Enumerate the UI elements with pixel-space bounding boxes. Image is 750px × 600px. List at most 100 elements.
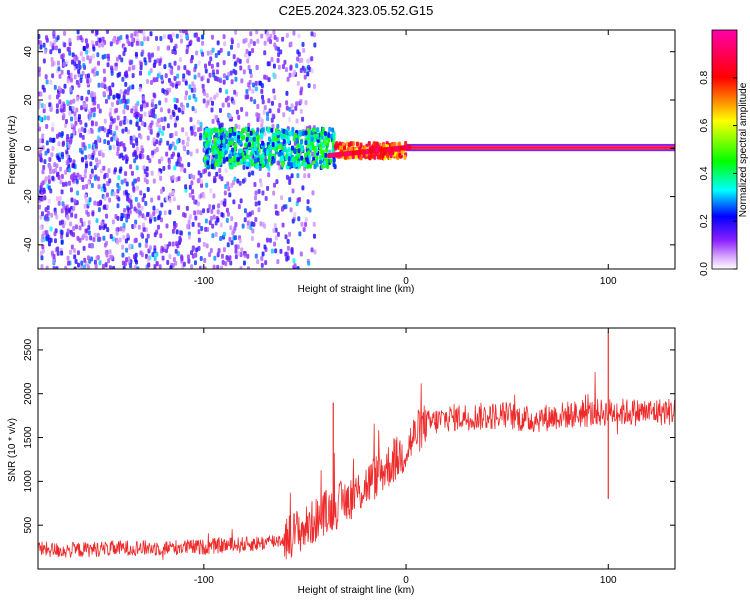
heatmap-cell (137, 224, 141, 230)
heatmap-cell (294, 105, 298, 111)
heatmap-cell (283, 147, 287, 153)
heatmap-cell (300, 86, 304, 92)
heatmap-cell (245, 49, 249, 55)
heatmap-cell (224, 168, 228, 174)
heatmap-cell (133, 223, 137, 229)
heatmap-cell (224, 261, 228, 267)
heatmap-cell (175, 161, 179, 167)
heatmap-cell (93, 92, 97, 98)
heatmap-cell (219, 135, 223, 141)
heatmap-cell (254, 195, 258, 201)
heatmap-cell (102, 183, 106, 189)
heatmap-cell (190, 87, 194, 93)
heatmap-cell (180, 102, 184, 108)
heatmap-cell (52, 253, 56, 259)
heatmap-cell (214, 143, 218, 149)
heatmap-cell (72, 232, 76, 238)
heatmap-cell (98, 236, 102, 242)
heatmap-cell (274, 142, 278, 148)
heatmap-cell (117, 175, 121, 181)
heatmap-cell (74, 224, 78, 230)
heatmap-cell (223, 41, 227, 47)
heatmap-cell (152, 205, 156, 211)
heatmap-cell (60, 239, 64, 245)
heatmap-cell (310, 56, 314, 62)
heatmap-cell (299, 251, 303, 257)
heatmap-cell (215, 171, 219, 177)
heatmap-cell (182, 30, 186, 34)
heatmap-cell (38, 138, 42, 144)
heatmap-cell (74, 258, 78, 264)
heatmap-cell (182, 73, 186, 79)
heatmap-cell (212, 204, 216, 210)
heatmap-cell (107, 168, 111, 174)
heatmap-cell (219, 236, 223, 242)
heatmap-cell (143, 177, 147, 183)
heatmap-cell (228, 114, 232, 120)
heatmap-cell (39, 225, 43, 231)
heatmap-cell (231, 147, 235, 153)
heatmap-cell (101, 152, 105, 158)
heatmap-cell (215, 69, 219, 75)
heatmap-cell (94, 143, 98, 149)
heatmap-cell (194, 32, 198, 38)
heatmap-cell (98, 201, 102, 207)
heatmap-cell (60, 230, 64, 236)
heatmap-cell (122, 222, 126, 228)
heatmap-cell (222, 138, 226, 144)
heatmap-cell (367, 140, 371, 146)
heatmap-cell (102, 91, 106, 97)
heatmap-cell (175, 98, 179, 104)
heatmap-cell (178, 161, 182, 167)
heatmap-cell (216, 217, 220, 223)
heatmap-cell (207, 127, 211, 133)
heatmap-cell (260, 122, 264, 128)
heatmap-cell (240, 135, 244, 141)
heatmap-cell (153, 256, 157, 262)
heatmap-cell (94, 121, 98, 127)
heatmap-cell (88, 243, 92, 249)
heatmap-cell (105, 180, 109, 186)
heatmap-cell (98, 260, 102, 266)
heatmap-cell (264, 260, 268, 266)
heatmap-cell (176, 73, 180, 79)
heatmap-cell (40, 255, 44, 261)
heatmap-cell (242, 260, 246, 266)
heatmap-cell (66, 133, 70, 139)
heatmap-cell (276, 57, 280, 63)
heatmap-cell (308, 145, 312, 151)
heatmap-cell (262, 109, 266, 115)
heatmap-cell (122, 51, 126, 57)
heatmap-cell (184, 80, 188, 86)
heatmap-cell (197, 229, 201, 235)
heatmap-cell (124, 81, 128, 87)
heatmap-cell (215, 114, 219, 120)
heatmap-cell (291, 109, 295, 115)
heatmap-cell (158, 264, 162, 269)
heatmap-cell (268, 145, 272, 151)
heatmap-cell (287, 156, 291, 162)
colorbar-tick-label: 0.8 (699, 70, 710, 84)
heatmap-cell (70, 212, 74, 218)
heatmap-cell (38, 34, 41, 40)
heatmap-cell (151, 52, 155, 58)
heatmap-cell (312, 233, 316, 239)
heatmap-cell (134, 51, 138, 57)
heatmap-cell (141, 213, 145, 219)
heatmap-cell (141, 49, 145, 55)
heatmap-cell (57, 85, 61, 91)
heatmap-cell (217, 50, 221, 56)
heatmap-cell (174, 131, 178, 137)
heatmap-cell (64, 181, 68, 187)
heatmap-cell (172, 196, 176, 202)
heatmap-cell (58, 99, 62, 105)
heatmap-cell (168, 197, 172, 203)
heatmap-cell (331, 140, 335, 146)
heatmap-cell (90, 121, 94, 127)
heatmap-cell (86, 211, 90, 217)
heatmap-cell (177, 205, 181, 211)
heatmap-cell (286, 76, 290, 82)
heatmap-cell (98, 159, 102, 165)
heatmap-cell (129, 119, 133, 125)
heatmap-cell (225, 217, 229, 223)
